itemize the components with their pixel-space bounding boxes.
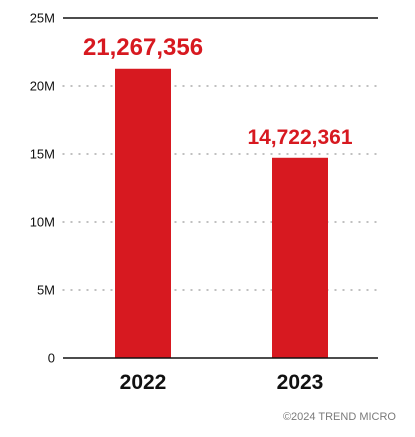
bars bbox=[115, 68, 328, 358]
credit-text: ©2024 TREND MICRO bbox=[283, 411, 396, 423]
y-tick-label: 15M bbox=[30, 147, 55, 162]
data-label-2022: 21,267,356 bbox=[83, 34, 203, 61]
x-tick-labels: 2022 2023 bbox=[120, 371, 324, 394]
bar-2023 bbox=[272, 157, 328, 358]
y-tick-label: 10M bbox=[30, 215, 55, 230]
data-label-2023: 14,722,361 bbox=[247, 126, 352, 149]
y-tick-label: 20M bbox=[30, 79, 55, 94]
data-labels: 21,267,356 14,722,361 bbox=[83, 34, 353, 149]
y-tick-label: 25M bbox=[30, 11, 55, 26]
x-tick-label: 2022 bbox=[120, 371, 167, 394]
gridlines bbox=[62, 85, 379, 291]
bar-2022 bbox=[115, 68, 171, 358]
x-tick-label: 2023 bbox=[277, 371, 324, 394]
axes bbox=[63, 17, 378, 359]
y-tick-label: 5M bbox=[37, 283, 55, 298]
y-tick-label: 0 bbox=[48, 351, 55, 366]
y-tick-labels: 0 5M 10M 15M 20M 25M bbox=[30, 11, 55, 366]
